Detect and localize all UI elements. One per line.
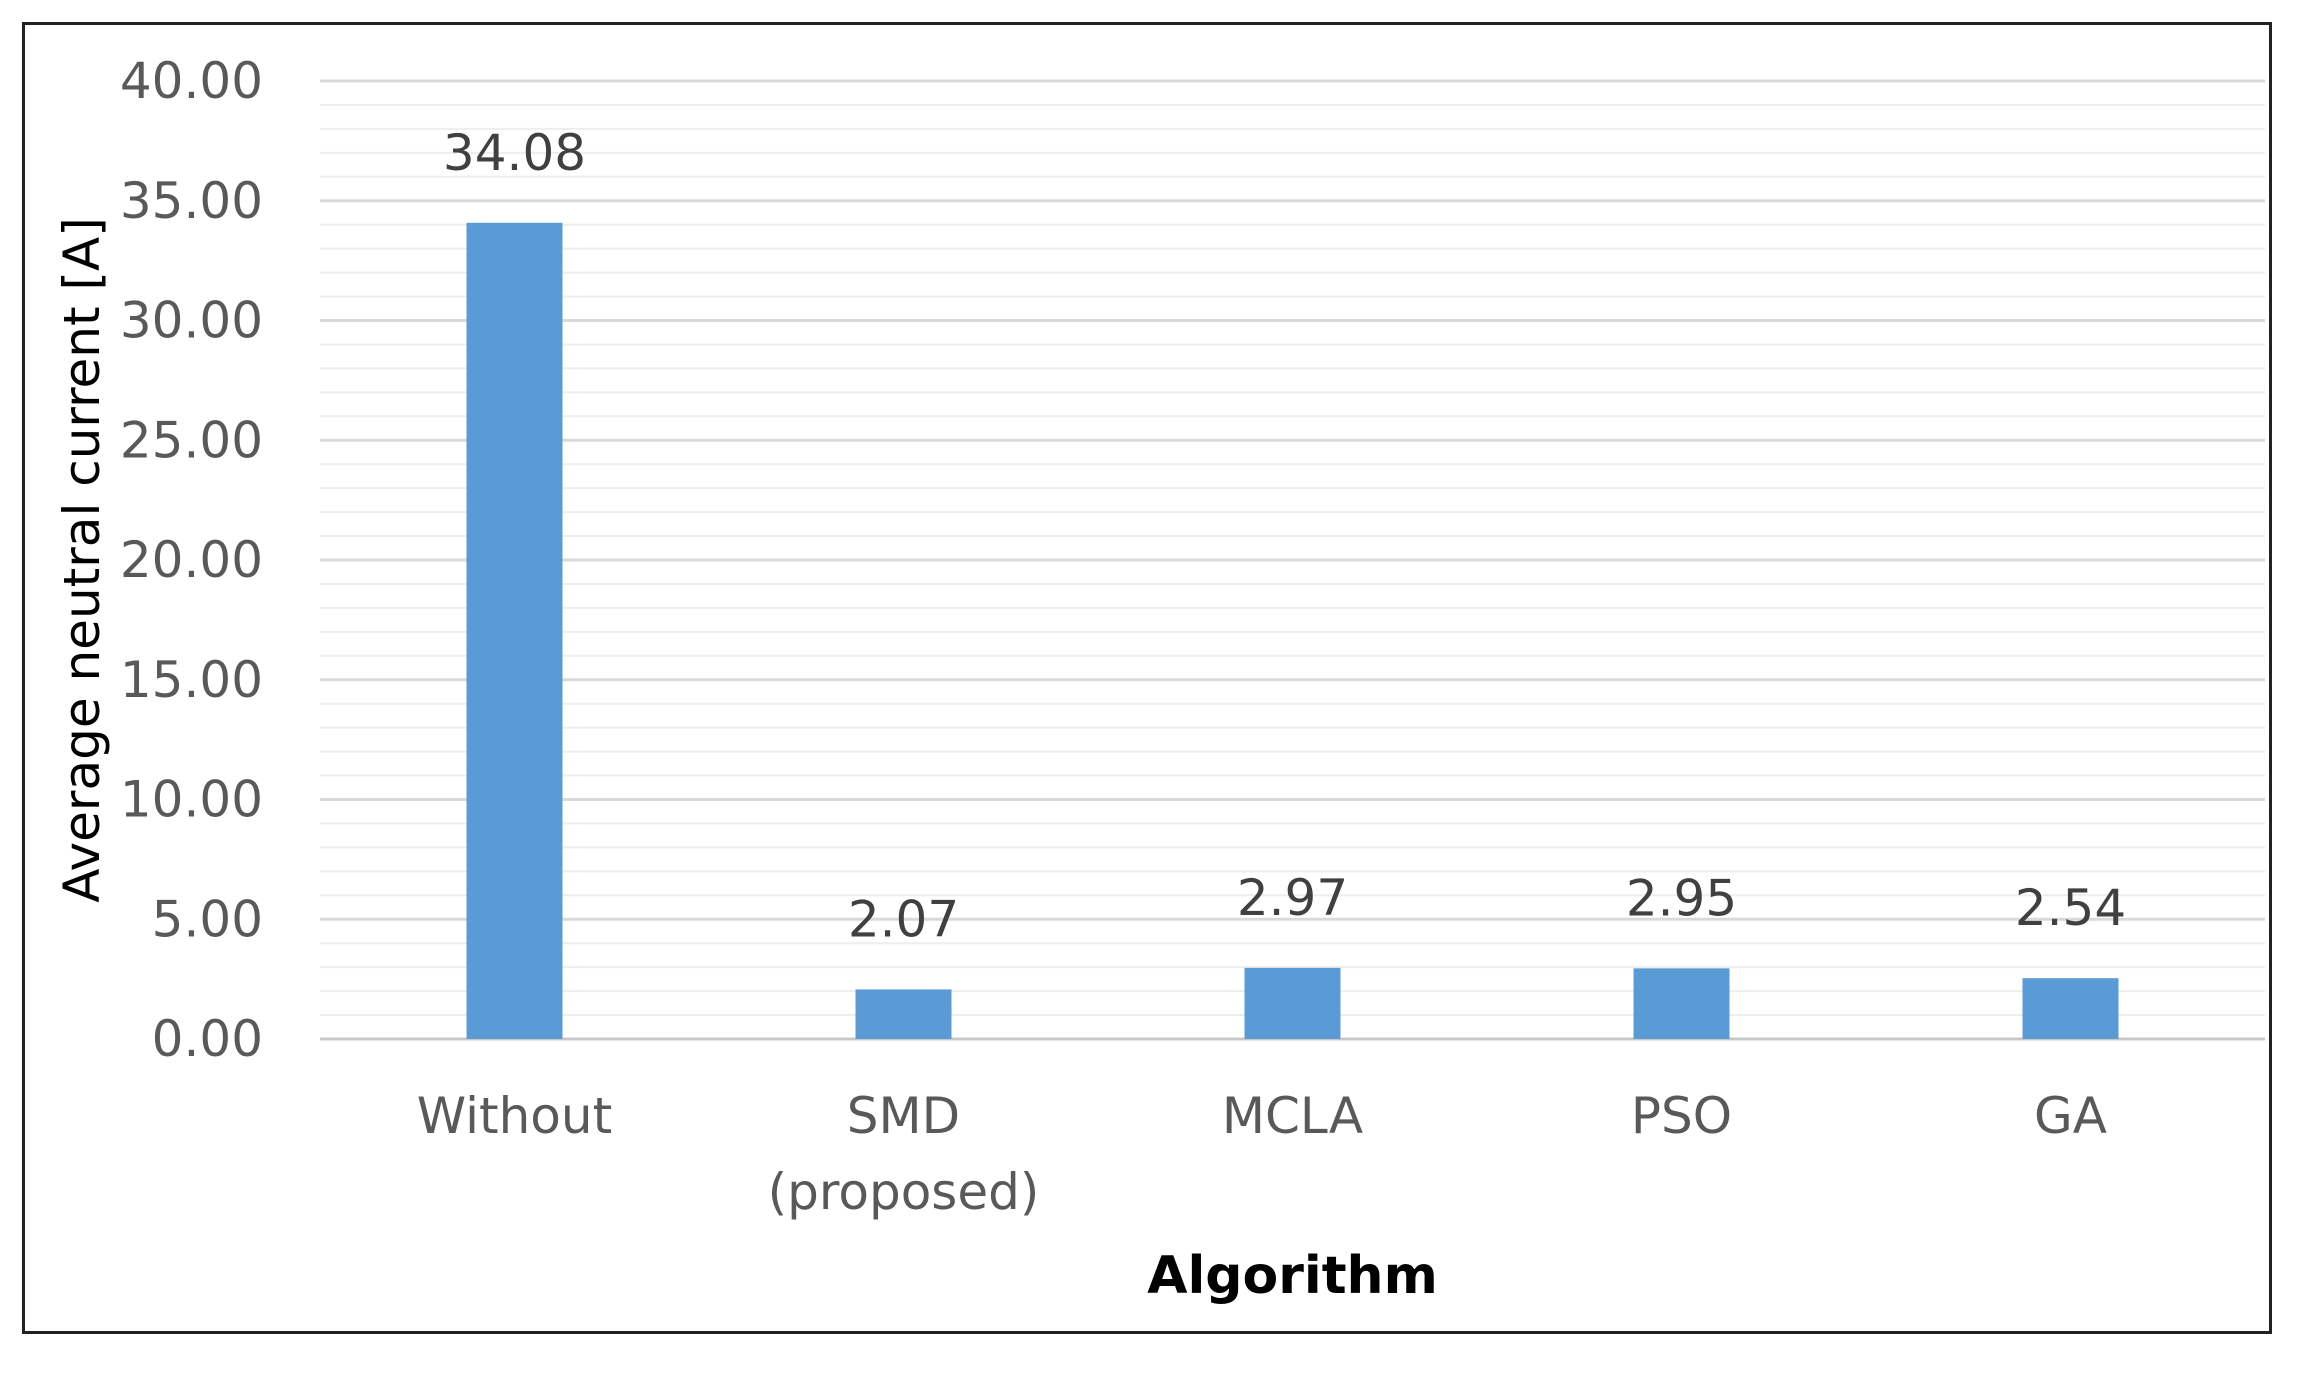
y-tick-label: 25.00 bbox=[120, 411, 263, 469]
data-label: 2.95 bbox=[1626, 869, 1737, 927]
bar bbox=[855, 989, 952, 1039]
y-tick-label: 10.00 bbox=[120, 771, 263, 829]
x-tick-label: GA bbox=[2034, 1087, 2107, 1145]
bar bbox=[1244, 967, 1341, 1039]
bar-chart: 0.00 5.00 10.00 15.00 20.00 25.00 30.00 35.00 40… bbox=[53, 52, 2265, 1306]
x-tick-label: Without bbox=[417, 1087, 612, 1145]
bar bbox=[1633, 968, 1730, 1039]
y-tick-label: 40.00 bbox=[120, 52, 263, 110]
x-axis-title: Algorithm bbox=[1147, 1246, 1438, 1306]
data-label: 2.97 bbox=[1237, 869, 1348, 927]
data-label: 34.08 bbox=[443, 124, 586, 182]
y-tick-label: 5.00 bbox=[152, 890, 263, 948]
data-label: 2.07 bbox=[848, 890, 959, 948]
x-tick-label: MCLA bbox=[1222, 1087, 1363, 1145]
y-tick-label: 20.00 bbox=[120, 531, 263, 589]
data-label: 2.54 bbox=[2015, 879, 2126, 937]
x-tick-label: SMD bbox=[847, 1087, 960, 1145]
x-tick-label: (proposed) bbox=[768, 1163, 1040, 1221]
y-axis-title: Average neutral current [A] bbox=[53, 217, 111, 902]
y-tick-label: 15.00 bbox=[120, 651, 263, 709]
bars bbox=[466, 222, 2119, 1039]
y-tick-label: 35.00 bbox=[120, 172, 263, 230]
bar bbox=[466, 222, 563, 1039]
x-axis-ticks: Without SMD (proposed) MCLA PSO GA bbox=[417, 1087, 2107, 1221]
chart-frame: 0.00 5.00 10.00 15.00 20.00 25.00 30.00 35.00 40… bbox=[22, 22, 2272, 1334]
y-axis-ticks: 0.00 5.00 10.00 15.00 20.00 25.00 30.00 35.00 40… bbox=[120, 52, 263, 1068]
y-tick-label: 30.00 bbox=[120, 292, 263, 350]
y-tick-label: 0.00 bbox=[152, 1010, 263, 1068]
bar bbox=[2022, 978, 2119, 1039]
data-labels: 34.08 2.07 2.97 2.95 2.54 bbox=[443, 124, 2126, 949]
gridlines bbox=[320, 79, 2265, 1041]
x-tick-label: PSO bbox=[1631, 1087, 1732, 1145]
